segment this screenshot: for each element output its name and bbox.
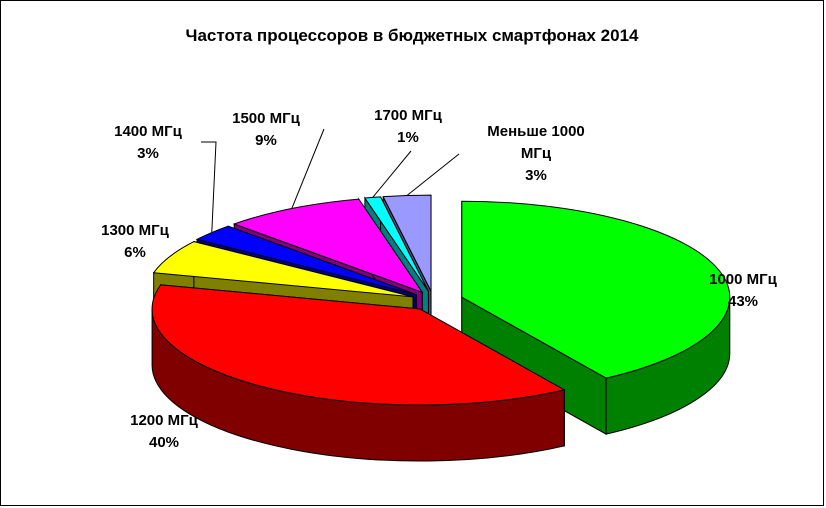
slice-label-line-2-1: 6%	[124, 244, 146, 261]
slice-2	[152, 241, 414, 298]
slice-label-line-1-0: 1200 МГц	[130, 412, 199, 429]
slice-label-line-2-0: 1300 МГц	[101, 222, 170, 239]
slice-label-2: 1300 МГц 6%	[101, 222, 170, 261]
slice-3	[195, 225, 417, 296]
slice-label-line-3-1: 3%	[137, 145, 159, 162]
slice-labels: 1000 МГц 43% 1200 МГц 40% 1300 МГц 6% 1400 МГц…	[101, 107, 778, 451]
slice-6	[382, 194, 432, 292]
slice-label-line-3-0: 1400 МГц	[114, 123, 183, 140]
leader-line-5	[372, 150, 412, 198]
chart-title: Частота процессоров в бюджетных смартфон…	[186, 26, 640, 45]
slice-label-line-4-1: 9%	[255, 132, 277, 149]
slice-label-line-0-0: 1000 МГц	[709, 271, 778, 288]
slice-label-line-1-1: 40%	[149, 434, 179, 451]
leader-line-4	[291, 128, 325, 209]
slice-4	[232, 198, 424, 294]
slice-label-4: 1500 МГц 9%	[232, 110, 301, 149]
slice-label-line-6-2: 3%	[525, 167, 547, 184]
leader-lines	[201, 128, 460, 233]
slice-label-line-5-1: 1%	[397, 129, 419, 146]
pie-tops	[151, 194, 731, 406]
leader-line-3	[201, 141, 217, 233]
slice-label-line-6-1: МГц	[521, 145, 552, 162]
slice-label-1: 1200 МГц 40%	[130, 412, 199, 451]
slice-label-line-0-1: 43%	[728, 293, 758, 310]
slice-label-line-4-0: 1500 МГц	[232, 110, 301, 127]
slice-0	[461, 200, 731, 379]
slice-label-6: Меньше 1000 МГц 3%	[487, 123, 585, 184]
slice-label-line-5-0: 1700 МГц	[374, 107, 443, 124]
slice-label-5: 1700 МГц 1%	[374, 107, 443, 146]
slice-label-0: 1000 МГц 43%	[709, 271, 778, 310]
slice-label-3: 1400 МГц 3%	[114, 123, 183, 162]
slice-label-line-6-0: Меньше 1000	[487, 123, 585, 140]
slice-1	[151, 284, 566, 406]
leader-line-6	[406, 153, 460, 196]
